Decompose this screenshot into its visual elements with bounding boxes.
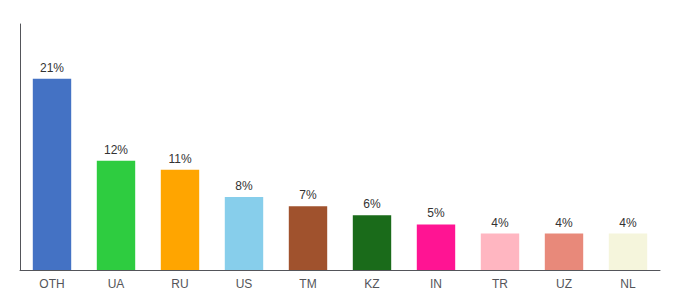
svg-text:UA: UA: [108, 277, 125, 291]
svg-text:RU: RU: [171, 277, 188, 291]
svg-text:OTH: OTH: [39, 277, 64, 291]
svg-text:4%: 4%: [619, 216, 637, 230]
svg-text:4%: 4%: [555, 216, 573, 230]
svg-text:8%: 8%: [235, 179, 253, 193]
svg-text:12%: 12%: [104, 143, 128, 157]
svg-text:US: US: [236, 277, 253, 291]
svg-text:4%: 4%: [491, 216, 509, 230]
svg-text:UZ: UZ: [556, 277, 572, 291]
svg-text:TM: TM: [299, 277, 316, 291]
svg-text:21%: 21%: [40, 61, 64, 75]
svg-text:TR: TR: [492, 277, 508, 291]
svg-text:KZ: KZ: [364, 277, 379, 291]
svg-text:IN: IN: [430, 277, 442, 291]
svg-text:NL: NL: [620, 277, 636, 291]
svg-text:7%: 7%: [299, 188, 317, 202]
svg-text:11%: 11%: [168, 152, 191, 166]
svg-text:5%: 5%: [427, 206, 445, 220]
svg-text:6%: 6%: [363, 197, 381, 211]
